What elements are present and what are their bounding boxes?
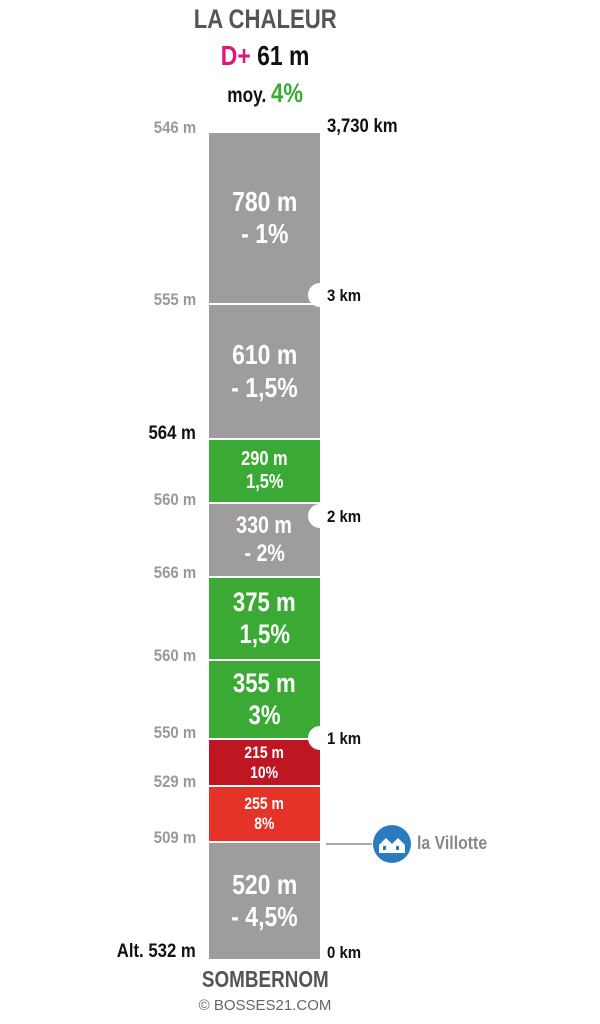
average-grade: moy. 4% xyxy=(0,78,530,109)
km-label-total: 3,730 km xyxy=(327,116,398,137)
segment-grade: 8% xyxy=(254,814,275,833)
km-notch xyxy=(308,504,332,528)
segment-4: 330 m - 2% xyxy=(209,504,320,578)
houses-icon xyxy=(373,825,411,863)
segment-length: 330 m xyxy=(236,512,293,540)
km-notch xyxy=(308,726,332,750)
segment-5: 375 m 1,5% xyxy=(209,578,320,661)
segment-grade: - 2% xyxy=(244,540,285,567)
segment-grade: - 4,5% xyxy=(231,901,298,932)
segment-grade: - 1,5% xyxy=(231,371,298,403)
profile-column: 780 m - 1% 610 m - 1,5% 290 m 1,5% 330 m… xyxy=(209,133,320,959)
segment-grade: 1,5% xyxy=(239,618,290,649)
copyright: © BOSSES21.COM xyxy=(198,997,332,1014)
segment-length: 780 m xyxy=(231,185,298,217)
segment-length: 375 m xyxy=(233,587,296,618)
segment-6: 355 m 3% xyxy=(209,661,320,740)
climb-title: LA CHALEUR xyxy=(193,4,337,34)
altitude-label: 509 m xyxy=(153,828,196,847)
segment-9: 520 m - 4,5% xyxy=(209,843,320,959)
altitude-label: 560 m xyxy=(153,490,196,509)
km-label-2: 2 km xyxy=(327,507,362,526)
poi-connector xyxy=(326,843,372,845)
segment-length: 610 m xyxy=(231,339,298,371)
elevation-gain: D+ 61 m xyxy=(0,40,530,72)
segment-grade: 1,5% xyxy=(245,471,284,493)
segment-2: 610 m - 1,5% xyxy=(209,305,320,440)
altitude-label: 529 m xyxy=(153,772,196,791)
segment-3: 290 m 1,5% xyxy=(209,440,320,504)
altitude-label: 560 m xyxy=(153,646,196,665)
altitude-label: 566 m xyxy=(153,563,196,582)
segment-length: 215 m xyxy=(244,742,285,762)
segment-length: 255 m xyxy=(244,794,285,814)
altitude-label: 550 m xyxy=(153,723,196,742)
segment-7: 215 m 10% xyxy=(209,740,320,787)
segment-8: 255 m 8% xyxy=(209,787,320,843)
km-notch xyxy=(308,283,332,307)
altitude-label-summit: 564 m xyxy=(148,423,196,444)
altitude-label: 546 m xyxy=(153,118,196,137)
segment-length: 355 m xyxy=(233,668,296,699)
altitude-label: 555 m xyxy=(153,290,196,309)
avg-label: moy. xyxy=(227,84,267,107)
poi-label: la Villotte xyxy=(417,833,488,853)
segment-grade: - 1% xyxy=(240,218,289,249)
km-label-3: 3 km xyxy=(327,286,362,305)
start-location: SOMBERNOM xyxy=(201,966,329,992)
altitude-label-start: Alt. 532 m xyxy=(117,941,196,962)
segment-1: 780 m - 1% xyxy=(209,133,320,305)
dplus-value: 61 m xyxy=(257,40,310,71)
km-label-0: 0 km xyxy=(327,943,362,962)
segment-grade: 10% xyxy=(250,762,279,782)
segment-grade: 3% xyxy=(248,699,281,730)
segment-length: 520 m xyxy=(231,868,298,900)
km-label-1: 1 km xyxy=(327,729,362,748)
avg-value: 4% xyxy=(270,78,303,108)
dplus-label: D+ xyxy=(220,40,251,71)
segment-length: 290 m xyxy=(241,448,288,470)
